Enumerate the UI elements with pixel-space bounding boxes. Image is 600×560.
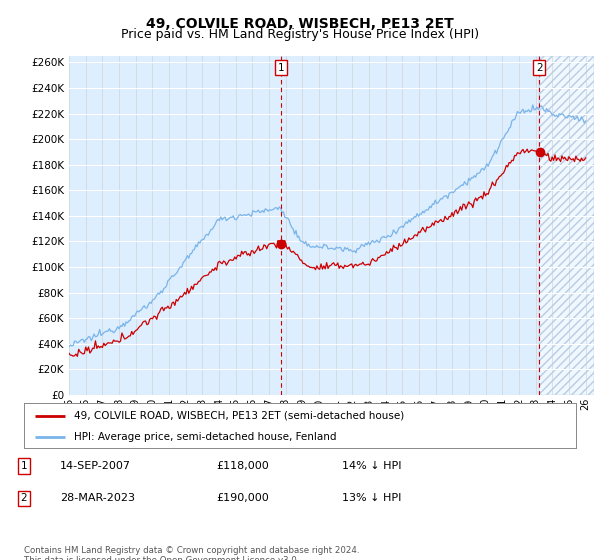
Bar	[539, 56, 594, 395]
Text: 13% ↓ HPI: 13% ↓ HPI	[342, 493, 401, 503]
Text: 14% ↓ HPI: 14% ↓ HPI	[342, 461, 401, 471]
Text: Price paid vs. HM Land Registry's House Price Index (HPI): Price paid vs. HM Land Registry's House …	[121, 28, 479, 41]
Text: 49, COLVILE ROAD, WISBECH, PE13 2ET (semi-detached house): 49, COLVILE ROAD, WISBECH, PE13 2ET (sem…	[74, 410, 404, 421]
Text: £190,000: £190,000	[216, 493, 269, 503]
Text: £118,000: £118,000	[216, 461, 269, 471]
Text: 2: 2	[536, 63, 542, 72]
Text: Contains HM Land Registry data © Crown copyright and database right 2024.
This d: Contains HM Land Registry data © Crown c…	[24, 546, 359, 560]
Text: HPI: Average price, semi-detached house, Fenland: HPI: Average price, semi-detached house,…	[74, 432, 336, 442]
Text: 2: 2	[20, 493, 28, 503]
Text: 28-MAR-2023: 28-MAR-2023	[60, 493, 135, 503]
Text: 14-SEP-2007: 14-SEP-2007	[60, 461, 131, 471]
Text: 49, COLVILE ROAD, WISBECH, PE13 2ET: 49, COLVILE ROAD, WISBECH, PE13 2ET	[146, 17, 454, 31]
Bar	[539, 56, 594, 395]
Text: 1: 1	[20, 461, 28, 471]
Text: 1: 1	[277, 63, 284, 72]
